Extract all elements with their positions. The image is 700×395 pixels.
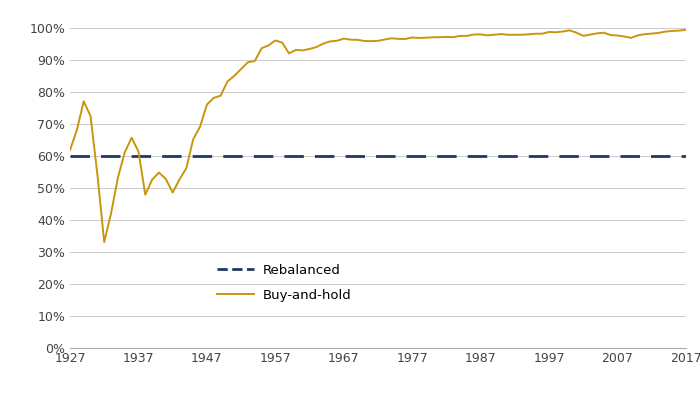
Buy-and-hold	[100, 240, 108, 245]
Buy-and-hold	[668, 28, 676, 33]
Buy-and-hold	[230, 73, 239, 78]
Legend: Rebalanced, Buy-and-hold: Rebalanced, Buy-and-hold	[212, 258, 356, 307]
Buy-and-hold	[216, 93, 225, 98]
Buy-and-hold	[148, 177, 156, 182]
Line: Buy-and-hold: Buy-and-hold	[70, 30, 686, 242]
Buy-and-hold	[675, 28, 683, 33]
Buy-and-hold	[66, 148, 74, 152]
Buy-and-hold	[682, 27, 690, 32]
Buy-and-hold	[593, 31, 601, 36]
